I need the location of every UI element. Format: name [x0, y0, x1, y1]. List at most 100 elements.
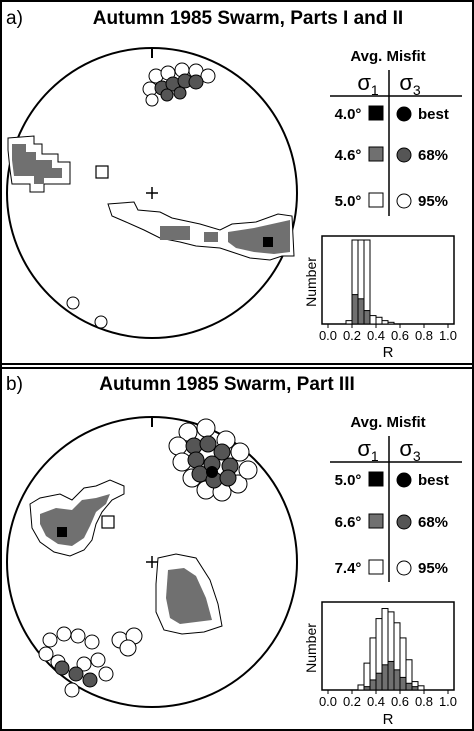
histogram-tick-label: 1.0	[439, 694, 457, 709]
histogram-bar-inner	[351, 294, 359, 325]
sigma1-header: σ1	[357, 436, 379, 464]
histogram-ticks: 0.0 0.2 0.4 0.6 0.8 1.0	[319, 324, 457, 343]
confidence-label: 68%	[418, 514, 448, 531]
open-square-marker	[101, 515, 115, 529]
histogram-tick-label: 1.0	[439, 328, 457, 343]
histogram-tick-label: 0.0	[319, 328, 337, 343]
histogram-bar-outer	[375, 316, 383, 325]
histogram-frame	[321, 235, 455, 325]
legend: Avg. Misfit σ1 σ3 4.0° best 4.6° 68% 5.0…	[330, 48, 462, 216]
legend-title: Avg. Misfit	[350, 48, 425, 65]
legend-row-best: 4.0° best	[335, 105, 449, 123]
histogram-tick-label: 0.2	[343, 328, 361, 343]
misfit-value: 6.6°	[335, 514, 362, 531]
histogram-tick-label: 0.2	[343, 694, 361, 709]
sigma3-open-circle	[66, 296, 80, 310]
confidence-label: 95%	[418, 193, 448, 210]
square-swatch	[368, 471, 384, 487]
histogram-bar-inner	[363, 310, 371, 325]
histogram-ticks: 0.0 0.2 0.4 0.6 0.8 1.0	[319, 690, 457, 709]
square-swatch	[368, 105, 384, 121]
panel-b: b) Autumn 1985 Swarm, Part III	[6, 374, 462, 728]
confidence-label: best	[418, 472, 449, 489]
histogram-ylabel: Number	[303, 257, 319, 307]
confidence-label: 95%	[418, 560, 448, 577]
histogram-bars	[357, 608, 425, 691]
histogram-bar-inner	[363, 686, 371, 691]
sigma3-open-circle	[94, 315, 108, 329]
stereonet	[6, 416, 298, 708]
square-swatch	[368, 513, 384, 529]
square-swatch	[368, 192, 384, 208]
legend-row-68: 4.6° 68%	[335, 146, 448, 164]
histogram-bar-outer	[345, 320, 353, 325]
histogram-bar-inner	[381, 664, 389, 691]
histogram-tick-label: 0.4	[367, 694, 385, 709]
histogram-tick-label: 0.8	[415, 328, 433, 343]
histogram: 0.0 0.2 0.4 0.6 0.8 1.0 Number R	[303, 235, 457, 361]
sigma1-header: σ1	[357, 70, 379, 98]
histogram-tick-label: 0.6	[391, 694, 409, 709]
panel-title: Autumn 1985 Swarm, Part III	[99, 374, 355, 395]
histogram-ylabel: Number	[303, 623, 319, 673]
histogram-bar-inner	[405, 682, 413, 691]
histogram-xlabel: R	[383, 344, 394, 361]
circle-swatch	[396, 560, 412, 576]
histogram-bars	[345, 239, 395, 325]
circle-swatch	[396, 514, 412, 530]
histogram-bar-inner	[393, 669, 401, 691]
histogram: 0.0 0.2 0.4 0.6 0.8 1.0 Number R	[303, 601, 457, 728]
legend: Avg. Misfit σ1 σ3 5.0° best 6.6° 68% 7.4…	[330, 414, 462, 582]
histogram-bar-outer	[363, 662, 371, 691]
histogram-bar-outer	[387, 321, 395, 325]
sigma3-best-marker	[206, 466, 218, 478]
histogram-tick-label: 0.0	[319, 694, 337, 709]
histogram-tick-label: 0.4	[367, 328, 385, 343]
sigma3-cluster-northeast	[168, 418, 258, 502]
circle-swatch	[396, 193, 412, 209]
misfit-value: 7.4°	[335, 560, 362, 577]
legend-row-68: 6.6° 68%	[335, 513, 448, 531]
misfit-value: 4.0°	[335, 106, 362, 123]
histogram-bar-outer	[357, 684, 365, 691]
histogram-bar-inner	[399, 676, 407, 691]
misfit-value: 5.0°	[335, 193, 362, 210]
confidence-label: best	[418, 106, 449, 123]
circle-swatch	[396, 147, 412, 163]
panel-label: b)	[6, 374, 23, 395]
sigma3-header: σ3	[399, 436, 421, 464]
panel-title: Autumn 1985 Swarm, Parts I and II	[93, 8, 403, 29]
sigma1-band-east	[107, 201, 295, 261]
misfit-value: 4.6°	[335, 147, 362, 164]
sigma1-cluster-west	[7, 135, 71, 193]
histogram-bar-outer	[417, 685, 425, 691]
sigma3-cluster-north	[142, 62, 216, 107]
histogram-xlabel: R	[383, 711, 394, 728]
square-swatch	[368, 559, 384, 575]
histogram-tick-label: 0.6	[391, 328, 409, 343]
histogram-tick-label: 0.8	[415, 694, 433, 709]
sigma3-header: σ3	[399, 70, 421, 98]
sigma3-cluster-southwest	[38, 626, 143, 698]
histogram-bar-inner	[411, 686, 419, 691]
histogram-bar-inner	[375, 672, 383, 691]
open-square-marker	[95, 165, 109, 179]
stereonet	[6, 47, 298, 339]
legend-row-95: 5.0° 95%	[335, 192, 448, 210]
square-swatch	[368, 146, 384, 162]
histogram-bar-outer	[369, 315, 377, 325]
histogram-bar-outer	[381, 320, 389, 325]
circle-swatch	[396, 106, 412, 122]
histogram-bar-inner	[357, 298, 365, 325]
panel-label: a)	[6, 8, 23, 29]
sigma1-best-marker	[57, 527, 67, 537]
histogram-bar-inner	[369, 679, 377, 691]
histogram-bar-inner	[387, 660, 395, 691]
legend-row-best: 5.0° best	[335, 471, 449, 489]
confidence-label: 68%	[418, 147, 448, 164]
circle-swatch	[396, 472, 412, 488]
sigma1-region-center	[155, 553, 223, 635]
legend-row-95: 7.4° 95%	[335, 559, 448, 577]
